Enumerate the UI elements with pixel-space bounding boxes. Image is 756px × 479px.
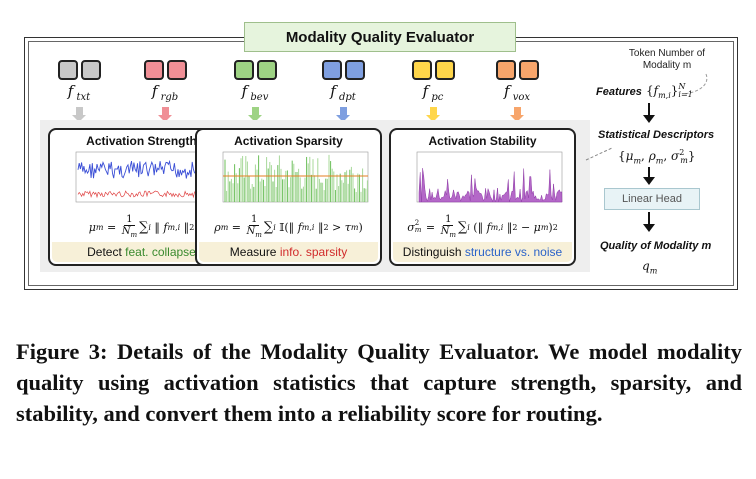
token-chip <box>518 60 539 80</box>
quality-label: Quality of Modality m <box>600 240 712 252</box>
diagram-title: Modality Quality Evaluator <box>244 22 516 52</box>
arrow-stem <box>251 107 259 115</box>
feature-label: f rgb <box>151 82 179 103</box>
token-chips <box>130 60 200 80</box>
panel-title: Activation Sparsity <box>234 134 343 148</box>
stability-plot <box>416 151 563 203</box>
modality-rgb: f rgb <box>130 60 200 122</box>
arrow-stem <box>513 107 521 115</box>
token-dashed-arrow <box>683 73 708 95</box>
quality-symbol: qm <box>642 259 658 276</box>
arrow-head <box>248 115 262 122</box>
caption-highlight: structure vs. noise <box>464 245 563 259</box>
arrow-stem <box>429 107 437 115</box>
caption-highlight: info. sparsity <box>279 245 348 259</box>
arrow-head <box>336 115 350 122</box>
token-chips <box>44 60 114 80</box>
panel-caption: Measure info. sparsity <box>199 242 378 262</box>
linear-head-box: Linear Head <box>604 188 700 210</box>
token-chip <box>411 60 432 80</box>
token-chip <box>143 60 164 80</box>
figure-caption: Figure 3: Details of the Modality Qualit… <box>16 339 742 426</box>
token-chips <box>308 60 378 80</box>
arrow-stem <box>339 107 347 115</box>
arrow-down <box>643 103 655 123</box>
features-label: Features <box>596 86 642 98</box>
connector-dashed <box>585 147 613 161</box>
token-chip <box>233 60 254 80</box>
descriptor-set: {μm, ρm, σ2m} <box>618 148 696 166</box>
feature-label: f pc <box>422 82 444 103</box>
token-number-note: Token Number of Modality m <box>628 48 706 71</box>
token-chip <box>166 60 187 80</box>
arrow-down <box>643 212 655 232</box>
arrow-head <box>510 115 524 122</box>
token-chip <box>80 60 101 80</box>
token-chip <box>344 60 365 80</box>
modality-txt: f txt <box>44 60 114 122</box>
modality-bev: f bev <box>220 60 290 122</box>
sparsity-plot <box>222 151 369 203</box>
panel-caption: Distinguish structure vs. noise <box>393 242 572 262</box>
arrow-head <box>158 115 172 122</box>
token-chip <box>256 60 277 80</box>
arrow-head <box>426 115 440 122</box>
panel-title: Activation Stability <box>428 134 537 148</box>
modality-pc: f pc <box>398 60 468 122</box>
caption-highlight: feat. collapse <box>125 245 196 259</box>
arrow-stem <box>75 107 83 115</box>
token-chip <box>321 60 342 80</box>
token-chips <box>398 60 468 80</box>
token-chip <box>495 60 516 80</box>
feature-label: f txt <box>67 82 91 103</box>
statistical-descriptors-label: Statistical Descriptors <box>598 129 715 141</box>
modality-dpt: f dpt <box>308 60 378 122</box>
token-chip <box>57 60 78 80</box>
feature-label: f dpt <box>330 82 356 103</box>
arrow-down <box>643 167 655 185</box>
modality-vox: f vox <box>482 60 552 122</box>
panel-title: Activation Strength <box>86 134 197 148</box>
panel-caption: Detect feat. collapse <box>52 242 231 262</box>
arrow-stem <box>161 107 169 115</box>
feature-label: f bev <box>241 82 269 103</box>
token-chips <box>482 60 552 80</box>
token-chips <box>220 60 290 80</box>
arrow-head <box>72 115 86 122</box>
feature-label: f vox <box>503 82 531 103</box>
token-chip <box>434 60 455 80</box>
